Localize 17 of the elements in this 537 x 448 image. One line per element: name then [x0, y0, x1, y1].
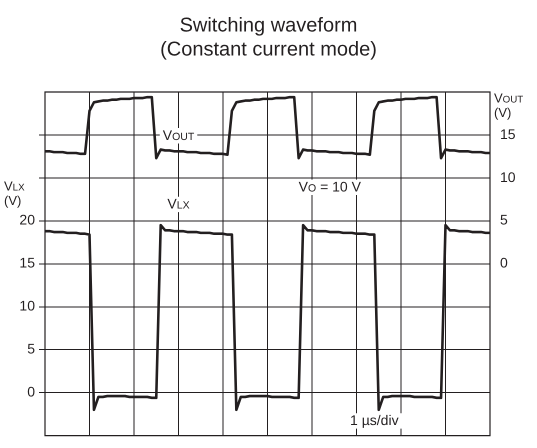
series-label: VLX: [167, 196, 190, 212]
y-tick-label: 15: [19, 254, 36, 271]
series-label: VOUT: [162, 126, 195, 143]
y2-tick-label: 5: [500, 212, 508, 228]
y2-tick-label: 10: [500, 168, 516, 185]
y-tick-label: 0: [27, 384, 36, 400]
y-tick-label: 5: [27, 340, 36, 357]
y2-axis-title: VOUT (V): [494, 90, 524, 120]
annotation: 1 µs/div: [350, 412, 399, 428]
y-axis-title: VLX (V): [4, 178, 26, 208]
y-tick-label: 10: [19, 298, 36, 314]
annotation: VO = 10 V: [298, 178, 362, 194]
y-tick-label: 20: [19, 212, 36, 228]
y2-tick-label: 0: [500, 254, 508, 271]
chart-subtitle: (Constant current mode): [160, 38, 377, 61]
y2-tick-label: 15: [500, 126, 516, 142]
chart-title: Switching waveform: [180, 14, 358, 37]
